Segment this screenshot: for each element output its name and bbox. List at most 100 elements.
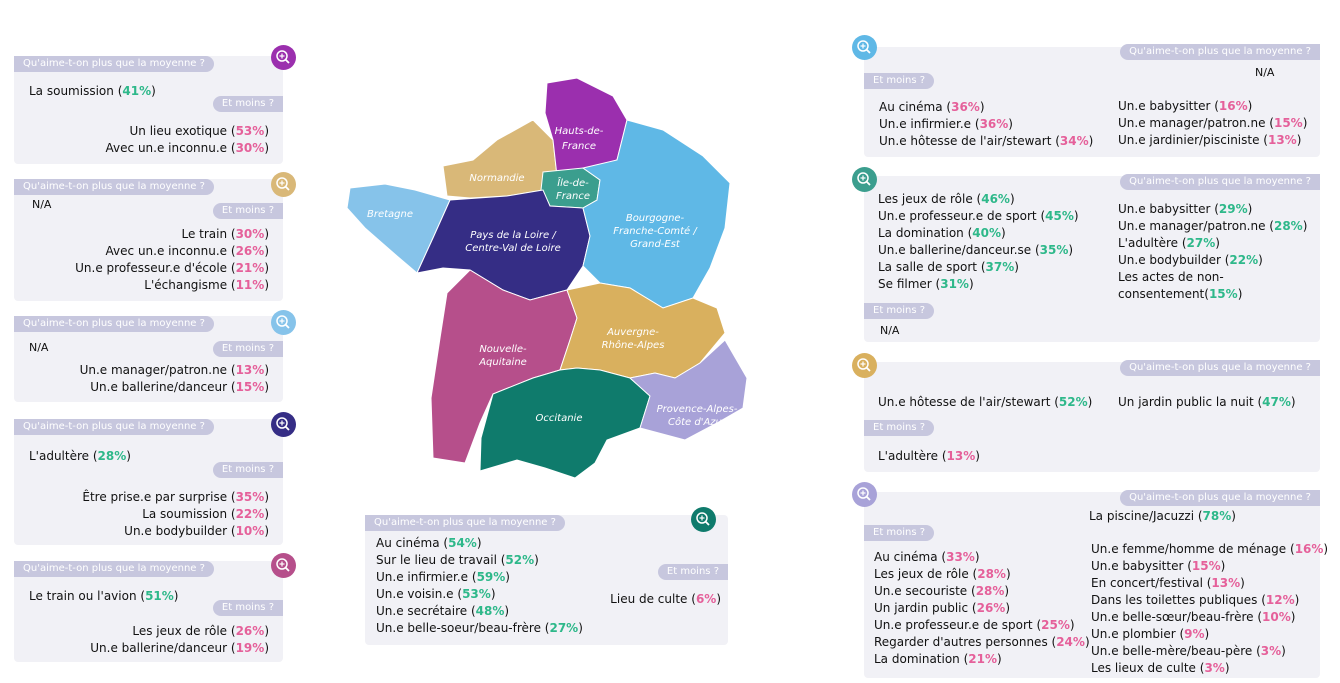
plus-pill: Qu'aime-t-on plus que la moyenne ? xyxy=(14,561,214,577)
list-item: Un.e femme/homme de ménage (16%) xyxy=(1091,542,1329,556)
list-item: Un.e babysitter (29%) xyxy=(1118,202,1253,216)
list-item: Le train (30%) xyxy=(181,227,269,241)
list-item: La salle de sport (37%) xyxy=(878,260,1019,274)
moins-pill: Et moins ? xyxy=(864,420,935,436)
region-label-ile-de-france: Île-de-France xyxy=(556,176,590,202)
zoom-icon[interactable] xyxy=(691,507,716,532)
list-item: Un.e secrétaire (48%) xyxy=(376,604,510,618)
list-item: Un jardin public la nuit (47%) xyxy=(1118,395,1296,409)
list-item: La piscine/Jacuzzi (78%) xyxy=(1089,509,1236,523)
na-text: N/A xyxy=(32,198,52,211)
region-label-pays-de-la-loire-cvl: Pays de la Loire / Centre-Val de Loire xyxy=(465,230,561,254)
region-label-auvergne-rhone-alpes: Auvergne-Rhône-Alpes xyxy=(602,327,665,351)
list-item: Avec un.e inconnu.e (30%) xyxy=(105,141,269,155)
card-paca: Qu'aime-t-on plus que la moyenne ? La pi… xyxy=(864,490,1328,678)
list-item: Un.e belle-mère/beau-père (3%) xyxy=(1091,644,1286,658)
moins-pill: Et moins ? xyxy=(212,600,283,616)
list-item: Un.e professeur.e de sport (25%) xyxy=(874,618,1075,632)
list-item: Au cinéma (54%) xyxy=(376,536,482,550)
list-item: Un.e manager/patron.ne (13%) xyxy=(79,363,269,377)
na-text: N/A xyxy=(880,324,900,337)
region-label-occitanie: Occitanie xyxy=(536,413,583,424)
plus-pill: Qu'aime-t-on plus que la moyenne ? xyxy=(14,316,214,332)
na-text: N/A xyxy=(29,341,49,354)
list-item: L'adultère (27%) xyxy=(1118,236,1220,250)
list-item: Être prise.e par surprise (35%) xyxy=(82,490,269,504)
card-ile-de-france: Qu'aime-t-on plus que la moyenne ? Les j… xyxy=(864,174,1320,342)
plus-pill: Qu'aime-t-on plus que la moyenne ? xyxy=(14,419,214,435)
list-item: consentement(15%) xyxy=(1118,287,1243,301)
moins-pill: Et moins ? xyxy=(212,462,283,478)
card-bretagne: Qu'aime-t-on plus que la moyenne ? N/A E… xyxy=(14,316,283,402)
list-item: Un.e plombier (9%) xyxy=(1091,627,1210,641)
zoom-icon[interactable] xyxy=(852,35,877,60)
region-label-normandie: Normandie xyxy=(469,173,524,184)
card-nouvelle-aquitaine: Qu'aime-t-on plus que la moyenne ? Le tr… xyxy=(14,561,283,662)
moins-pill: Et moins ? xyxy=(212,203,283,219)
list-item: L'adultère (28%) xyxy=(29,449,131,463)
card-bourgogne-grand-est: Qu'aime-t-on plus que la moyenne ? N/A E… xyxy=(864,44,1320,157)
list-item: Un.e voisin.e (53%) xyxy=(376,587,496,601)
region-label-paca: Provence-Alpes-Côte d'Azur xyxy=(657,404,738,428)
list-item: Les actes de non- xyxy=(1118,270,1224,284)
plus-pill: Qu'aime-t-on plus que la moyenne ? xyxy=(1120,174,1320,190)
list-item: Au cinéma (36%) xyxy=(879,100,985,114)
list-item: Un lieu exotique (53%) xyxy=(129,124,270,138)
list-item: Un.e hôtesse de l'air/stewart (34%) xyxy=(879,134,1094,148)
list-item: La domination (21%) xyxy=(874,652,1002,666)
list-item: Un.e ballerine/danceur (19%) xyxy=(90,641,269,655)
zoom-icon[interactable] xyxy=(271,412,296,437)
list-item: Un.e secouriste (28%) xyxy=(874,584,1010,598)
list-item: Un.e professeur.e de sport (45%) xyxy=(878,209,1079,223)
moins-pill: Et moins ? xyxy=(212,341,283,357)
list-item: Sur le lieu de travail (52%) xyxy=(376,553,539,567)
region-auvergne-rhone-alpes[interactable]: Auvergne-Rhône-Alpes xyxy=(559,282,726,379)
list-item: L'adultère (13%) xyxy=(878,449,980,463)
plus-pill: Qu'aime-t-on plus que la moyenne ? xyxy=(1120,490,1320,506)
moins-pill: Et moins ? xyxy=(864,303,935,319)
france-regions-map: Bretagne Normandie Hauts-de-France Île-d… xyxy=(346,78,748,478)
list-item: Les jeux de rôle (28%) xyxy=(874,567,1011,581)
list-item: La soumission (22%) xyxy=(142,507,269,521)
zoom-icon[interactable] xyxy=(271,45,296,70)
list-item: Un.e belle-soeur/beau-frère (27%) xyxy=(376,621,583,635)
list-item: Le train ou l'avion (51%) xyxy=(29,589,179,603)
list-item: Un.e ballerine/danceur (15%) xyxy=(90,380,269,394)
zoom-icon[interactable] xyxy=(271,310,296,335)
list-item: Les jeux de rôle (26%) xyxy=(132,624,269,638)
list-item: Un.e infirmier.e (59%) xyxy=(376,570,510,584)
list-item: Les jeux de rôle (46%) xyxy=(878,192,1015,206)
list-item: Un.e infirmier.e (36%) xyxy=(879,117,1013,131)
zoom-icon[interactable] xyxy=(852,353,877,378)
region-normandie[interactable]: Normandie xyxy=(442,119,558,199)
zoom-icon[interactable] xyxy=(852,167,877,192)
region-occitanie[interactable]: Occitanie xyxy=(479,367,651,478)
moins-pill: Et moins ? xyxy=(864,525,935,541)
plus-pill: Qu'aime-t-on plus que la moyenne ? xyxy=(14,56,214,72)
plus-pill: Qu'aime-t-on plus que la moyenne ? xyxy=(1120,360,1320,376)
list-item: La soumission (41%) xyxy=(29,84,156,98)
moins-pill: Et moins ? xyxy=(657,564,728,580)
list-item: Un.e bodybuilder (22%) xyxy=(1118,253,1263,267)
card-occitanie: Qu'aime-t-on plus que la moyenne ? Au ci… xyxy=(365,515,728,645)
list-item: Un.e belle-sœur/beau-frère (10%) xyxy=(1091,610,1296,624)
card-pays-de-la-loire: Qu'aime-t-on plus que la moyenne ? L'adu… xyxy=(14,419,283,545)
list-item: Un.e babysitter (15%) xyxy=(1091,559,1226,573)
list-item: Un.e manager/patron.ne (15%) xyxy=(1118,116,1308,130)
zoom-icon[interactable] xyxy=(852,482,877,507)
list-item: Les lieux de culte (3%) xyxy=(1091,661,1230,675)
list-item: Un.e hôtesse de l'air/stewart (52%) xyxy=(878,395,1093,409)
list-item: Un.e bodybuilder (10%) xyxy=(124,524,269,538)
zoom-icon[interactable] xyxy=(271,172,296,197)
na-text: N/A xyxy=(1255,66,1275,79)
plus-pill: Qu'aime-t-on plus que la moyenne ? xyxy=(14,179,214,195)
list-item: Lieu de culte (6%) xyxy=(610,592,721,606)
list-item: En concert/festival (13%) xyxy=(1091,576,1245,590)
zoom-icon[interactable] xyxy=(271,553,296,578)
list-item: Un.e jardinier/pisciniste (13%) xyxy=(1118,133,1302,147)
list-item: Un.e professeur.e d'école (21%) xyxy=(75,261,269,275)
list-item: Un.e ballerine/danceur.se (35%) xyxy=(878,243,1074,257)
list-item: Avec un.e inconnu.e (26%) xyxy=(105,244,269,258)
region-paca[interactable]: Provence-Alpes-Côte d'Azur xyxy=(628,339,748,441)
list-item: La domination (40%) xyxy=(878,226,1006,240)
